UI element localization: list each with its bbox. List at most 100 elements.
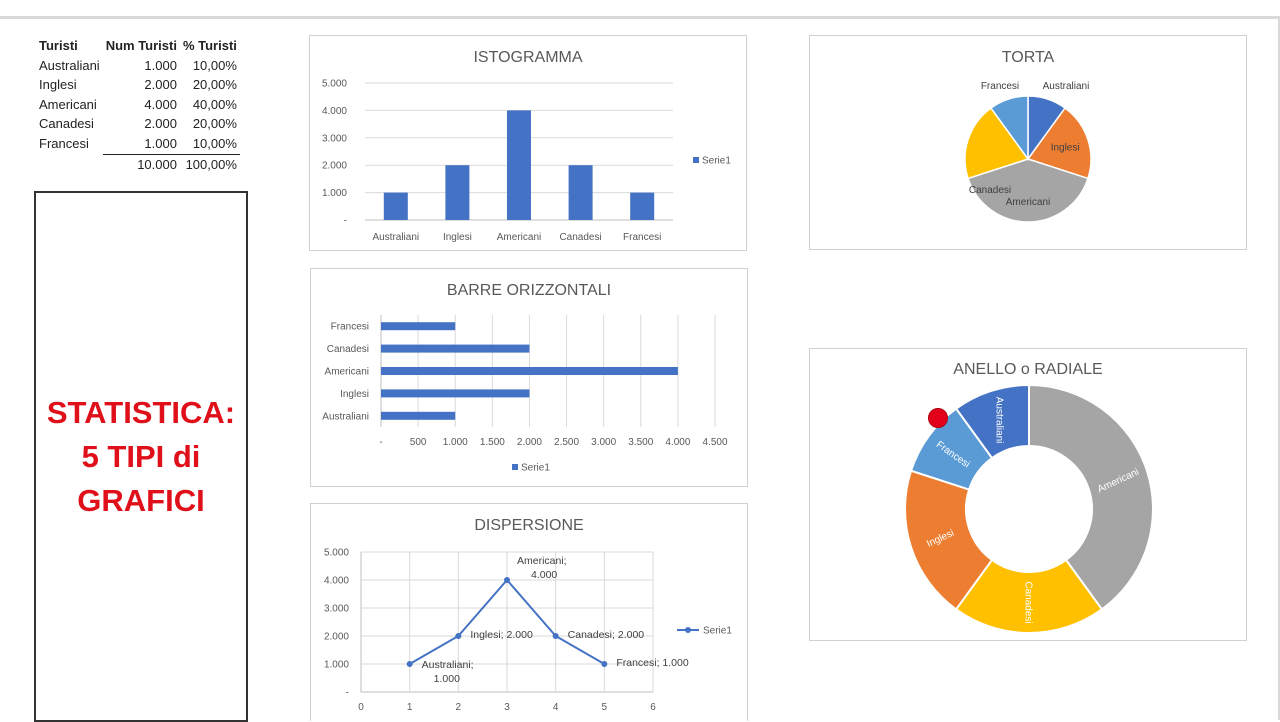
row-num: 2.000 xyxy=(144,116,177,132)
y-tick-label: 1.000 xyxy=(322,188,347,199)
title-line-3: GRAFICI xyxy=(77,482,205,518)
legend-marker xyxy=(685,627,691,633)
y-tick-label: 5.000 xyxy=(322,79,347,90)
header-turisti: Turisti xyxy=(39,38,78,53)
bar xyxy=(630,192,655,220)
segment-label: Canadesi xyxy=(1023,581,1034,623)
x-tick-label: Australiani xyxy=(372,232,419,243)
segment-label: Australiani xyxy=(994,397,1005,444)
row-pct: 20,00% xyxy=(192,116,237,132)
data-label: Francesi; 1.000 xyxy=(616,657,689,669)
pie-slice xyxy=(967,158,1089,223)
chart-title: DISPERSIONE xyxy=(474,517,583,534)
bar xyxy=(381,322,456,331)
bar xyxy=(445,165,470,220)
title-line-2: 5 TIPI di xyxy=(81,438,201,474)
istogramma-svg: ISTOGRAMMA - 1.000 2.000 3.000 4.000 5.000 Aust… xyxy=(322,49,731,243)
legend-label: Serie1 xyxy=(521,463,550,474)
tourist-data-table: Turisti Num Turisti % Turisti Australian… xyxy=(36,36,240,174)
slice-label: Inglesi xyxy=(1051,142,1080,153)
chart-istogramma[interactable]: ISTOGRAMMA - 1.000 2.000 3.000 4.000 5.000 Aust… xyxy=(309,35,747,251)
table-row: Inglesi 2.000 20,00% xyxy=(36,75,240,95)
slice-label: Francesi xyxy=(981,81,1019,92)
row-name: Inglesi xyxy=(39,77,77,93)
dispersione-svg: DISPERSIONE - 1.000 2.000 3.000 4.000 5.000 0 1 2… xyxy=(324,517,732,713)
table-row: Americani 4.000 40,00% xyxy=(36,95,240,115)
row-name: Canadesi xyxy=(39,116,94,132)
x-tick-label: 6 xyxy=(650,702,656,713)
y-tick-label: - xyxy=(344,216,347,227)
row-num: 2.000 xyxy=(144,77,177,93)
total-pct: 100,00% xyxy=(185,156,237,172)
total-num: 10.000 xyxy=(137,156,177,172)
x-tick-label: 3.500 xyxy=(628,437,653,448)
x-tick-label: 4.000 xyxy=(665,437,690,448)
ring-segment xyxy=(909,407,994,491)
row-pct: 20,00% xyxy=(192,77,237,93)
row-name: Francesi xyxy=(39,136,89,152)
data-point xyxy=(504,577,510,583)
pie-slice xyxy=(964,106,1030,180)
chart-title: ISTOGRAMMA xyxy=(473,49,582,66)
y-tick-label: Inglesi xyxy=(340,389,369,400)
x-tick-label: 500 xyxy=(410,437,427,448)
header-num-turisti: Num Turisti xyxy=(105,38,177,53)
y-tick-label: 3.000 xyxy=(324,604,349,615)
chart-torta[interactable]: TORTA Australiani Inglesi Americani Canadesi… xyxy=(809,35,1247,250)
data-point xyxy=(601,661,608,667)
table-row: Australiani 1.000 10,00% xyxy=(36,56,240,76)
data-label-name: Americani; xyxy=(517,555,567,567)
title-text: STATISTICA: 5 TIPI di GRAFICI xyxy=(47,391,235,523)
y-tick-label: 4.000 xyxy=(324,576,349,587)
legend-label: Serie1 xyxy=(702,156,731,167)
slice-label: Americani xyxy=(1006,197,1050,208)
title-line-1: STATISTICA: xyxy=(46,394,236,430)
legend-marker xyxy=(693,157,699,163)
data-point xyxy=(552,633,559,639)
anello-svg: ANELLO o RADIALEAustralianiAmericaniCana… xyxy=(904,361,1154,634)
x-tick-label: Americani xyxy=(497,232,541,243)
table-row: Francesi 1.000 10,00% xyxy=(36,133,240,155)
total-blank xyxy=(36,154,103,174)
table-header-row: Turisti Num Turisti % Turisti xyxy=(36,36,240,56)
x-tick-label: 1 xyxy=(407,702,413,713)
bar xyxy=(381,344,530,353)
data-label: Inglesi; 2.000 xyxy=(470,629,533,641)
x-tick-label: 4.500 xyxy=(702,437,727,448)
header-pct-turisti: % Turisti xyxy=(182,38,237,53)
x-tick-label: 0 xyxy=(358,702,364,713)
data-label-value: 4.000 xyxy=(531,569,557,581)
row-name: Australiani xyxy=(39,57,100,73)
row-num: 1.000 xyxy=(102,133,180,155)
right-border xyxy=(1278,16,1280,720)
chart-title: BARRE ORIZZONTALI xyxy=(447,282,611,299)
x-tick-label: 1.000 xyxy=(443,437,468,448)
ring-segment xyxy=(954,558,1104,634)
x-tick-label: 3 xyxy=(504,702,510,713)
row-pct: 40,00% xyxy=(192,96,237,112)
data-label-name: Australiani; xyxy=(422,659,474,671)
chart-title: ANELLO o RADIALE xyxy=(953,361,1102,378)
row-name: Americani xyxy=(39,96,97,112)
ring-segment xyxy=(1028,383,1154,611)
title-box: STATISTICA: 5 TIPI di GRAFICI xyxy=(34,191,248,722)
chart-barre-orizzontali[interactable]: BARRE ORIZZONTALI - 500 1.000 1.500 2.000 2.50… xyxy=(310,268,748,487)
data-label-value: 1.000 xyxy=(434,673,460,685)
x-tick-label: 3.000 xyxy=(591,437,616,448)
x-tick-label: Inglesi xyxy=(443,232,472,243)
x-tick-label: 5 xyxy=(602,702,608,713)
x-tick-label: 2.000 xyxy=(517,437,542,448)
y-tick-label: 3.000 xyxy=(322,133,347,144)
chart-dispersione[interactable]: DISPERSIONE - 1.000 2.000 3.000 4.000 5.000 0 1 2… xyxy=(310,503,748,721)
row-pct: 10,00% xyxy=(192,57,237,73)
row-num: 4.000 xyxy=(144,96,177,112)
chart-anello[interactable]: ANELLO o RADIALE Australiani Americani Cana… xyxy=(809,348,1247,641)
table-total-row: 10.000 100,00% xyxy=(36,154,240,174)
legend-label: Serie1 xyxy=(703,626,732,637)
x-tick-label: 4 xyxy=(553,702,559,713)
y-tick-label: 5.000 xyxy=(324,548,349,559)
bar xyxy=(568,165,593,220)
x-tick-label: Francesi xyxy=(623,232,661,243)
y-tick-label: - xyxy=(346,688,349,699)
slice-label: Canadesi xyxy=(969,185,1011,196)
